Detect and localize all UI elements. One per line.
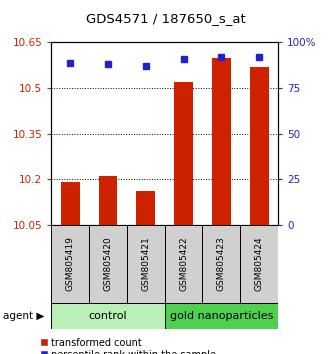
Text: GSM805424: GSM805424 <box>255 236 264 291</box>
Bar <box>250 67 268 225</box>
Bar <box>203 225 240 303</box>
Text: gold nanoparticles: gold nanoparticles <box>170 311 273 321</box>
Text: GDS4571 / 187650_s_at: GDS4571 / 187650_s_at <box>86 12 245 25</box>
Text: GSM805419: GSM805419 <box>66 236 75 291</box>
Bar <box>51 303 165 329</box>
Bar <box>240 225 278 303</box>
Text: control: control <box>89 311 127 321</box>
Bar <box>99 176 118 225</box>
Legend: transformed count, percentile rank within the sample: transformed count, percentile rank withi… <box>40 338 216 354</box>
Text: GSM805421: GSM805421 <box>141 236 150 291</box>
Text: GSM805423: GSM805423 <box>217 236 226 291</box>
Bar <box>89 225 127 303</box>
Bar <box>136 192 155 225</box>
Bar <box>61 182 80 225</box>
Text: GSM805420: GSM805420 <box>104 236 113 291</box>
Bar <box>127 225 165 303</box>
Bar <box>165 303 278 329</box>
Bar <box>51 225 89 303</box>
Bar <box>165 225 203 303</box>
Bar <box>174 82 193 225</box>
Bar <box>212 58 231 225</box>
Text: GSM805422: GSM805422 <box>179 236 188 291</box>
Text: agent ▶: agent ▶ <box>3 311 45 321</box>
